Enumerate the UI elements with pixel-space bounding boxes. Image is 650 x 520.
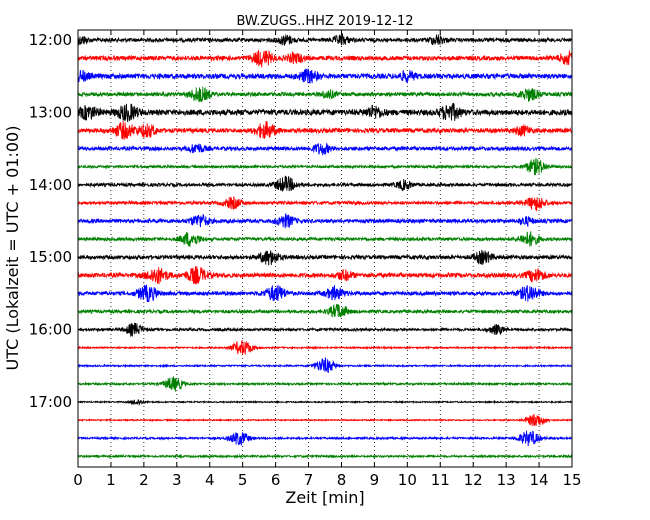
seismic-trace <box>77 231 573 247</box>
y-tick-label: 17:00 <box>29 393 72 411</box>
y-tick-label: 12:00 <box>29 31 72 49</box>
seismic-trace <box>77 32 573 46</box>
x-tick-label: 2 <box>139 471 149 489</box>
seismic-trace <box>77 430 573 447</box>
x-tick-label: 15 <box>562 471 581 489</box>
x-tick-label: 10 <box>398 471 417 489</box>
seismic-trace <box>77 414 573 426</box>
x-tick-label: 13 <box>497 471 516 489</box>
seismic-trace <box>77 86 573 103</box>
seismic-trace <box>77 102 573 123</box>
seismic-trace <box>77 68 573 84</box>
seismic-trace <box>77 284 573 303</box>
plot-frame <box>77 29 573 468</box>
x-axis-ticks: 0 1 2 3 4 5 6 7 8 9 10 11 12 13 14 15 <box>73 30 582 489</box>
seismic-trace <box>77 340 573 355</box>
x-tick-label: 3 <box>172 471 182 489</box>
x-tick-label: 12 <box>464 471 483 489</box>
seismic-trace <box>77 453 573 459</box>
seismic-trace <box>77 142 573 156</box>
vertical-gridlines <box>110 30 540 467</box>
x-tick-label: 4 <box>205 471 215 489</box>
y-tick-label: 15:00 <box>29 248 72 266</box>
y-tick-label: 14:00 <box>29 176 72 194</box>
x-tick-label: 0 <box>73 471 83 489</box>
seismic-trace <box>77 196 573 212</box>
seismic-trace <box>77 121 573 140</box>
x-axis-label: Zeit [min] <box>285 488 364 507</box>
x-tick-label: 1 <box>106 471 116 489</box>
seismic-trace <box>77 49 573 68</box>
seismic-trace <box>77 266 573 285</box>
seismic-trace <box>77 322 573 338</box>
x-tick-label: 6 <box>271 471 281 489</box>
y-tick-label: 13:00 <box>29 103 72 121</box>
x-tick-label: 7 <box>304 471 314 489</box>
x-tick-label: 5 <box>238 471 248 489</box>
seismic-trace <box>77 175 573 192</box>
x-tick-label: 14 <box>530 471 549 489</box>
x-tick-label: 8 <box>337 471 347 489</box>
seismic-trace <box>77 304 573 318</box>
x-tick-label: 9 <box>370 471 380 489</box>
seismic-trace <box>77 249 573 266</box>
y-tick-label: 16:00 <box>29 321 72 339</box>
chart-title: BW.ZUGS..HHZ 2019-12-12 <box>236 14 413 29</box>
seismic-trace <box>77 357 573 374</box>
seismic-trace <box>77 376 573 393</box>
y-axis-label: UTC (Lokalzeit = UTC + 01:00) <box>3 126 22 371</box>
seismic-trace <box>77 399 573 406</box>
seismic-trace <box>77 213 573 229</box>
seismic-trace <box>77 158 573 176</box>
trace-group <box>77 32 573 459</box>
x-tick-label: 11 <box>431 471 450 489</box>
y-axis-ticks: 12:00 13:00 14:00 15:00 16:00 17:00 <box>29 31 572 411</box>
